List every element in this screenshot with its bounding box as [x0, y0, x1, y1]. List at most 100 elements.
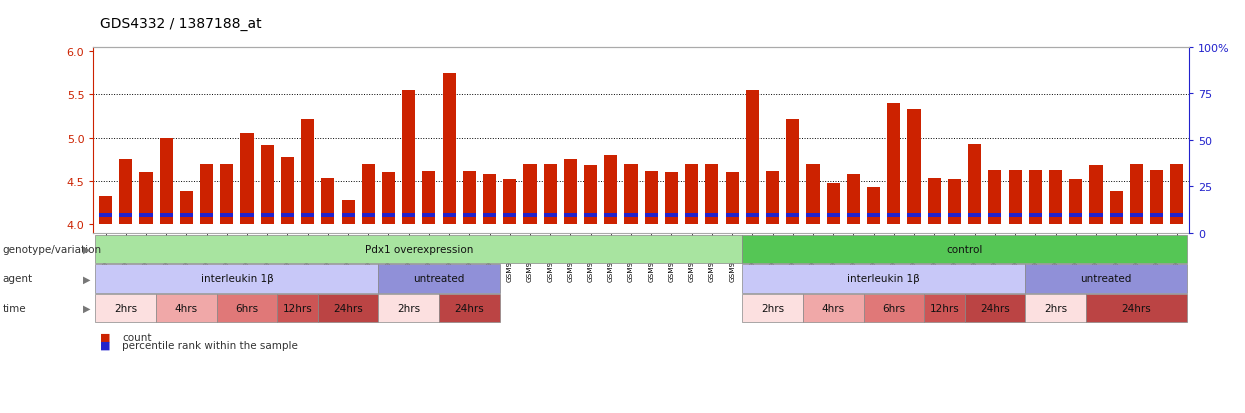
Text: interleukin 1β: interleukin 1β: [200, 274, 273, 284]
Text: 24hrs: 24hrs: [980, 304, 1010, 313]
Bar: [301, 119, 314, 225]
Bar: [260, 214, 274, 218]
Bar: [442, 214, 456, 218]
Bar: [382, 173, 395, 225]
Bar: [786, 119, 799, 225]
Bar: [220, 164, 233, 225]
Bar: [321, 179, 335, 225]
Text: control: control: [946, 244, 982, 254]
Bar: [200, 164, 213, 225]
Text: GDS4332 / 1387188_at: GDS4332 / 1387188_at: [100, 17, 261, 31]
Bar: [281, 157, 294, 225]
Text: time: time: [2, 304, 26, 313]
Bar: [706, 164, 718, 225]
Bar: [483, 214, 497, 218]
Bar: [989, 214, 1001, 218]
Bar: [867, 214, 880, 218]
Bar: [665, 214, 679, 218]
Bar: [1170, 164, 1184, 225]
Bar: [1069, 214, 1082, 218]
Bar: [544, 164, 557, 225]
Bar: [928, 179, 941, 225]
Bar: [240, 134, 254, 225]
Bar: [98, 214, 112, 218]
Bar: [564, 214, 576, 218]
Text: ▶: ▶: [83, 274, 91, 284]
Bar: [120, 160, 132, 225]
Bar: [786, 214, 799, 218]
Bar: [1109, 192, 1123, 225]
Text: 4hrs: 4hrs: [822, 304, 845, 313]
Text: 4hrs: 4hrs: [174, 304, 198, 313]
Bar: [1028, 214, 1042, 218]
Bar: [969, 144, 981, 225]
Bar: [625, 214, 637, 218]
Bar: [301, 214, 314, 218]
Bar: [1170, 214, 1184, 218]
Text: 2hrs: 2hrs: [1045, 304, 1067, 313]
Bar: [544, 214, 557, 218]
Bar: [604, 214, 618, 218]
Bar: [503, 180, 517, 225]
Bar: [1130, 164, 1143, 225]
Bar: [665, 173, 679, 225]
Bar: [625, 164, 637, 225]
Bar: [888, 104, 900, 225]
Bar: [503, 214, 517, 218]
Bar: [422, 214, 436, 218]
Bar: [645, 171, 657, 225]
Bar: [179, 192, 193, 225]
Bar: [928, 214, 941, 218]
Bar: [847, 175, 860, 225]
Bar: [989, 170, 1001, 225]
Bar: [139, 173, 152, 225]
Text: interleukin 1β: interleukin 1β: [848, 274, 920, 284]
Text: 2hrs: 2hrs: [115, 304, 137, 313]
Bar: [807, 214, 819, 218]
Bar: [867, 188, 880, 225]
Bar: [220, 214, 233, 218]
Bar: [584, 166, 598, 225]
Bar: [1069, 180, 1082, 225]
Bar: [807, 164, 819, 225]
Bar: [947, 180, 961, 225]
Bar: [402, 214, 416, 218]
Bar: [1130, 214, 1143, 218]
Bar: [1150, 170, 1163, 225]
Bar: [362, 164, 375, 225]
Text: 6hrs: 6hrs: [883, 304, 905, 313]
Bar: [483, 175, 497, 225]
Text: genotype/variation: genotype/variation: [2, 244, 102, 254]
Text: Pdx1 overexpression: Pdx1 overexpression: [365, 244, 473, 254]
Bar: [685, 164, 698, 225]
Text: count: count: [122, 332, 152, 342]
Bar: [888, 214, 900, 218]
Bar: [1109, 214, 1123, 218]
Text: 2hrs: 2hrs: [761, 304, 784, 313]
Text: ■: ■: [100, 340, 110, 350]
Bar: [463, 214, 476, 218]
Bar: [341, 200, 355, 225]
Text: agent: agent: [2, 274, 32, 284]
Bar: [766, 214, 779, 218]
Bar: [139, 214, 152, 218]
Bar: [1150, 214, 1163, 218]
Text: 12hrs: 12hrs: [930, 304, 959, 313]
Bar: [341, 214, 355, 218]
Text: 12hrs: 12hrs: [283, 304, 312, 313]
Bar: [685, 214, 698, 218]
Bar: [321, 214, 335, 218]
Bar: [726, 214, 738, 218]
Bar: [947, 214, 961, 218]
Bar: [1008, 170, 1022, 225]
Bar: [584, 214, 598, 218]
Bar: [645, 214, 657, 218]
Bar: [969, 214, 981, 218]
Bar: [908, 110, 920, 225]
Bar: [847, 214, 860, 218]
Text: ▶: ▶: [83, 304, 91, 313]
Bar: [240, 214, 254, 218]
Bar: [706, 214, 718, 218]
Text: 24hrs: 24hrs: [1122, 304, 1152, 313]
Bar: [281, 214, 294, 218]
